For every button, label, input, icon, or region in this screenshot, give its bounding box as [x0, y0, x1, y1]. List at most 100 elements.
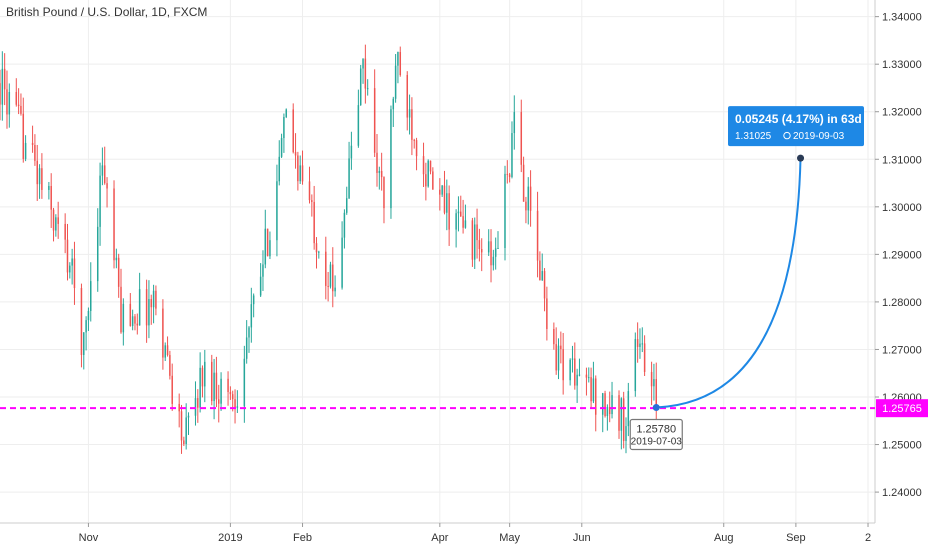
candle-body	[490, 241, 492, 266]
y-tick-label: 1.33000	[882, 59, 922, 71]
start-price: 1.25780	[636, 423, 676, 435]
candle	[448, 185, 450, 246]
candle	[269, 231, 271, 260]
y-tick-label: 1.32000	[882, 107, 922, 119]
candle	[608, 391, 611, 423]
candle-body	[539, 260, 541, 281]
candle	[380, 152, 383, 191]
grid	[0, 0, 875, 523]
candle	[129, 293, 132, 327]
candle-body	[264, 228, 267, 265]
candle-body	[441, 185, 443, 195]
candle-body	[455, 213, 457, 230]
y-axis[interactable]: 1.240001.250001.260001.270001.280001.290…	[875, 12, 922, 499]
candle-body	[38, 168, 41, 185]
candle-body	[115, 257, 118, 261]
candle-body	[17, 104, 20, 106]
candle	[427, 159, 429, 188]
candle	[641, 327, 644, 353]
candle	[383, 176, 385, 224]
candle-body	[574, 358, 576, 386]
candle-body	[464, 220, 467, 228]
measure-label: 0.05245 (4.17%) in 63d 1.31025 2019-09-0…	[728, 106, 864, 147]
candle-body	[627, 391, 630, 427]
candle-body	[364, 58, 367, 89]
x-tick-label: 2	[865, 532, 871, 544]
y-tick-label: 1.30000	[882, 202, 922, 214]
measure-end-price: 1.31025	[735, 131, 772, 142]
candle	[446, 179, 448, 231]
candle-body	[425, 174, 427, 187]
candle-body	[555, 344, 557, 371]
candle	[66, 223, 69, 281]
projection-start-point[interactable]	[652, 403, 660, 411]
candle-body	[166, 345, 169, 356]
candle-body	[399, 52, 402, 75]
candle	[213, 358, 215, 420]
candle	[259, 263, 262, 297]
candle	[592, 361, 595, 404]
candle-body	[262, 264, 264, 277]
candle	[327, 271, 329, 302]
candle	[590, 367, 592, 408]
candle	[69, 262, 71, 279]
candle-body	[0, 83, 1, 105]
candle-body	[376, 152, 378, 173]
candle-body	[392, 98, 395, 110]
candle	[378, 166, 381, 190]
candle-body	[283, 117, 285, 139]
candle-body	[541, 271, 543, 281]
candle-body	[497, 248, 499, 250]
candle	[201, 365, 204, 398]
candle	[234, 389, 236, 424]
candle-body	[311, 200, 313, 202]
candle-body	[592, 378, 595, 402]
candle-body	[494, 248, 497, 257]
candle-body	[357, 105, 360, 146]
candle	[406, 71, 408, 131]
x-axis[interactable]: Nov 2019 Feb Apr May Jun Aug Sep 2	[79, 523, 871, 544]
candle	[71, 248, 73, 285]
candle	[611, 381, 613, 419]
candle	[471, 217, 474, 267]
candle-body	[243, 358, 246, 407]
candle	[1, 51, 4, 121]
candle	[460, 195, 462, 218]
candle	[439, 178, 441, 211]
candle	[504, 165, 506, 261]
candle-body	[169, 355, 171, 376]
candle	[415, 137, 418, 171]
candle	[394, 54, 397, 103]
candle-body	[162, 308, 164, 358]
candle	[334, 275, 336, 297]
candle	[276, 164, 278, 257]
candle	[122, 298, 125, 346]
candle	[313, 185, 315, 250]
candle-body	[641, 343, 644, 345]
candle-body	[345, 198, 348, 213]
candle-body	[413, 139, 415, 141]
candle-body	[24, 142, 27, 159]
candle	[131, 309, 134, 331]
clock-icon	[783, 131, 791, 140]
candle	[24, 135, 27, 162]
candle-body	[383, 177, 385, 209]
candle	[262, 250, 264, 291]
candle-body	[446, 193, 448, 213]
candle	[264, 209, 267, 269]
candle	[364, 44, 367, 104]
candle	[376, 134, 378, 187]
candle	[620, 397, 623, 450]
candle	[52, 207, 55, 242]
x-tick-label: Feb	[293, 532, 312, 544]
candle-body	[187, 415, 190, 418]
candle	[408, 94, 411, 135]
candle	[311, 194, 313, 217]
candle	[522, 156, 525, 202]
x-tick-label: 2019	[218, 532, 242, 544]
candle	[171, 363, 173, 411]
candle-body	[334, 287, 336, 292]
projection-end-point[interactable]	[797, 154, 805, 162]
candle-body	[245, 337, 248, 359]
